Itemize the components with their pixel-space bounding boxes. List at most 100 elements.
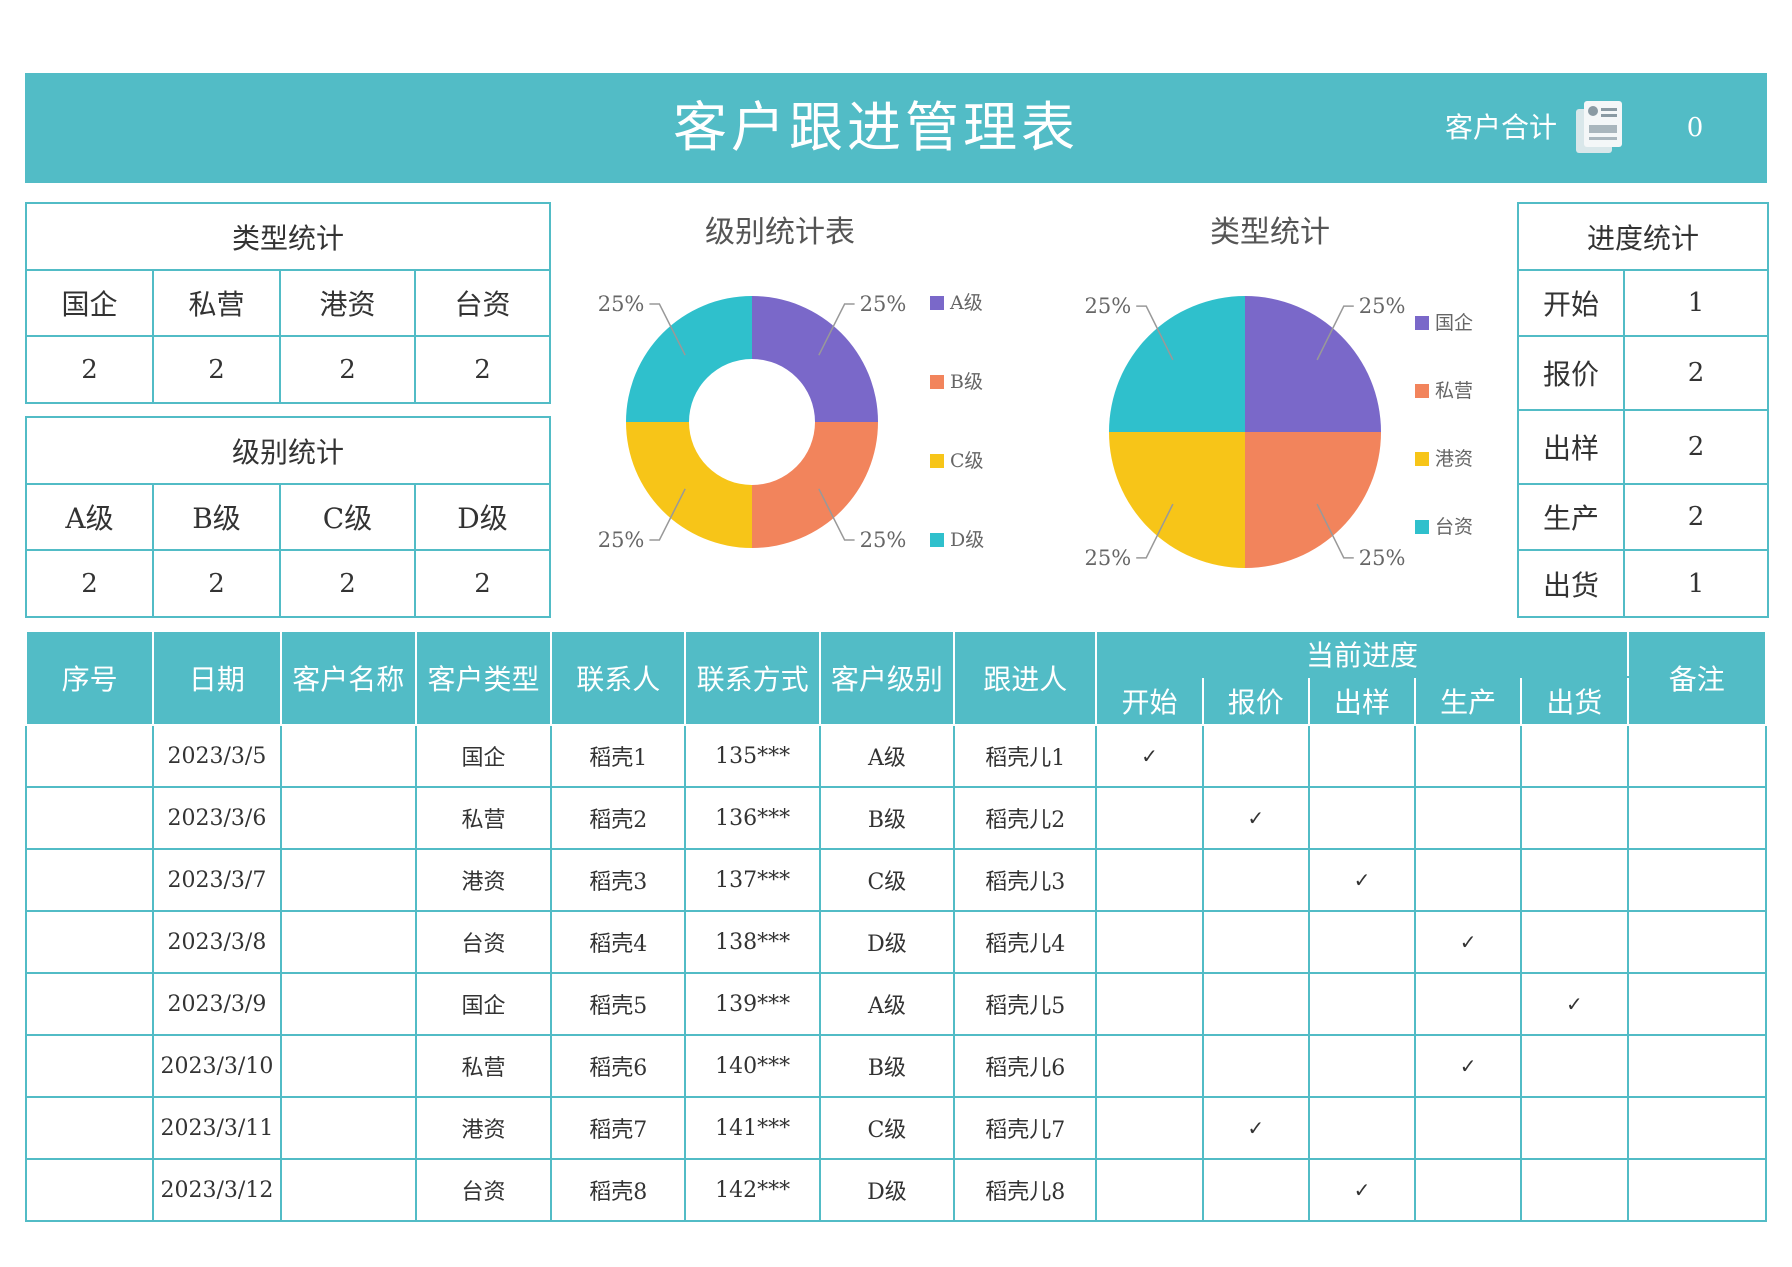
- pie-slice-1: [752, 296, 878, 422]
- stage-production-cell: [1414, 1158, 1523, 1222]
- pie-label-4: 25%: [1085, 294, 1132, 318]
- header-stage-sample: 出样: [1307, 676, 1417, 726]
- legend-swatch-4: [930, 533, 944, 547]
- check-mark-icon: ✓: [1459, 1053, 1477, 1078]
- check-mark-icon: ✓: [1247, 805, 1265, 830]
- legend-label-1: A级: [949, 292, 983, 314]
- follow-up-table: 序号 日期 客户名称 客户类型 联系人 联系方式 客户级别 跟进人 当前进度 备…: [24, 630, 1768, 1222]
- contact-cell: 稻壳3: [550, 848, 687, 912]
- stage-quote-cell: [1201, 724, 1310, 788]
- pie-slice-4: [626, 296, 752, 422]
- customer-type-cell: 私营: [414, 1034, 553, 1098]
- type-count-private: 2: [152, 335, 281, 404]
- level-stats-title: 级别统计: [24, 416, 552, 485]
- header-customer-type: 客户类型: [414, 630, 553, 726]
- phone-cell: 139***: [684, 972, 821, 1036]
- pie-slice-3: [1109, 432, 1245, 568]
- type-count-tw: 2: [413, 335, 552, 404]
- progress-label-quote: 报价: [1517, 335, 1625, 411]
- legend-swatch-3: [1415, 452, 1429, 466]
- type-header-state: 国企: [25, 269, 154, 337]
- pie-leader-line-1: [818, 303, 855, 356]
- contact-cell: 稻壳2: [550, 786, 687, 850]
- note-cell: [1626, 910, 1768, 974]
- progress-count-sample: 2: [1622, 409, 1770, 485]
- date-cell: 2023/3/8: [152, 910, 282, 974]
- pie-leader-line-4: [1136, 305, 1174, 361]
- seq-cell: [24, 910, 155, 974]
- stage-production-cell: ✓: [1414, 910, 1523, 974]
- note-cell: [1626, 1158, 1768, 1222]
- note-cell: [1626, 1096, 1768, 1160]
- stage-sample-cell: [1307, 786, 1417, 850]
- level-chart-title: 级别统计表: [705, 215, 855, 250]
- seq-cell: [24, 786, 155, 850]
- stage-start-cell: [1095, 848, 1204, 912]
- legend-label-3: C级: [950, 450, 984, 472]
- stage-start-cell: [1095, 1096, 1204, 1160]
- check-mark-icon: ✓: [1141, 743, 1158, 768]
- customer-name-cell: [279, 1158, 417, 1222]
- legend-label-2: B级: [950, 371, 983, 393]
- header-stage-start: 开始: [1095, 676, 1204, 726]
- customer-type-cell: 私营: [414, 786, 553, 850]
- date-cell: 2023/3/9: [152, 972, 282, 1036]
- pie-label-1: 25%: [1359, 294, 1406, 318]
- type-stats-title: 类型统计: [24, 202, 552, 271]
- phone-cell: 137***: [684, 848, 821, 912]
- note-cell: [1626, 1034, 1768, 1098]
- owner-cell: 稻壳儿7: [953, 1096, 1098, 1160]
- stage-sample-cell: [1307, 910, 1417, 974]
- phone-cell: 138***: [684, 910, 821, 974]
- pie-leader-line-3: [1136, 503, 1174, 559]
- legend-swatch-1: [1415, 316, 1429, 330]
- header-stage-production: 生产: [1414, 676, 1523, 726]
- stage-shipment-cell: [1520, 786, 1629, 850]
- stage-sample-cell: [1307, 1096, 1417, 1160]
- pie-leader-line-2: [818, 488, 855, 541]
- note-cell: [1626, 972, 1768, 1036]
- stage-start-cell: [1095, 786, 1204, 850]
- date-cell: 2023/3/10: [152, 1034, 282, 1098]
- stage-sample-cell: ✓: [1307, 1158, 1417, 1222]
- pie-label-4: 25%: [598, 292, 645, 316]
- stage-quote-cell: ✓: [1201, 1096, 1310, 1160]
- level-count-d: 2: [413, 549, 552, 618]
- stage-start-cell: [1095, 972, 1204, 1036]
- pie-leader-line-1: [1316, 305, 1354, 361]
- stage-sample-cell: [1307, 724, 1417, 788]
- stage-quote-cell: [1201, 1034, 1310, 1098]
- owner-cell: 稻壳儿1: [953, 724, 1098, 788]
- pie-leader-line-2: [1316, 503, 1354, 559]
- type-header-private: 私营: [152, 269, 281, 337]
- level-count-b: 2: [152, 549, 281, 618]
- type-count-state: 2: [25, 335, 154, 404]
- level-header-d: D级: [413, 483, 552, 551]
- pie-slice-4: [1109, 296, 1245, 432]
- progress-label-start: 开始: [1517, 269, 1625, 337]
- header-seq: 序号: [24, 630, 155, 726]
- legend-swatch-3: [930, 454, 944, 468]
- customer-name-cell: [279, 910, 417, 974]
- pie-label-3: 25%: [1085, 546, 1132, 570]
- stage-shipment-cell: [1520, 910, 1629, 974]
- stage-quote-cell: ✓: [1201, 786, 1310, 850]
- date-cell: 2023/3/12: [152, 1158, 282, 1222]
- header-stage-shipment: 出货: [1520, 676, 1629, 726]
- progress-count-start: 1: [1622, 269, 1770, 337]
- customer-name-cell: [279, 786, 417, 850]
- note-cell: [1626, 848, 1768, 912]
- customer-type-cell: 港资: [414, 848, 553, 912]
- seq-cell: [24, 1034, 155, 1098]
- customer-name-cell: [279, 1096, 417, 1160]
- pie-slice-2: [1245, 432, 1381, 568]
- type-stats-table: 类型统计 国企 私营 港资 台资 2 2 2 2: [24, 202, 552, 404]
- customer-type-cell: 国企: [414, 972, 553, 1036]
- check-mark-icon: ✓: [1353, 867, 1371, 892]
- header-owner: 跟进人: [953, 630, 1098, 726]
- contact-cell: 稻壳7: [550, 1096, 687, 1160]
- pie-label-1: 25%: [860, 292, 907, 316]
- legend-label-3: 港资: [1435, 448, 1473, 470]
- check-mark-icon: ✓: [1353, 1177, 1371, 1202]
- stage-sample-cell: [1307, 1034, 1417, 1098]
